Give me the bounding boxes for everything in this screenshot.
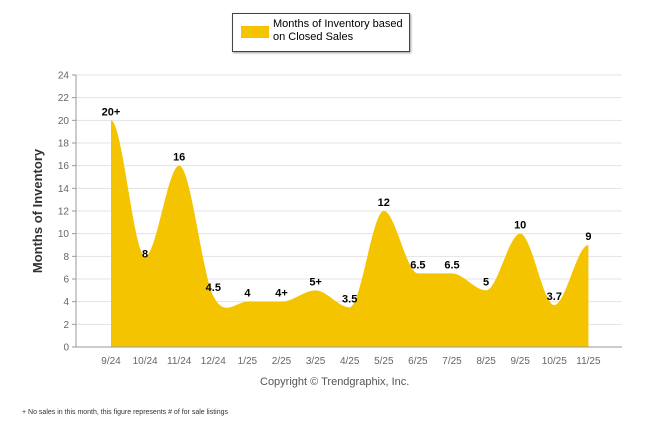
- data-label: 9: [585, 231, 591, 243]
- x-tick-label: 10/25: [542, 356, 567, 367]
- y-tick-label: 18: [58, 139, 70, 150]
- x-axis-ticks: 9/24 10/24 11/24 12/24 1/25 2/25 3/25 4/25 5/25 6…: [76, 346, 622, 367]
- x-tick-label: 4/25: [340, 356, 360, 367]
- x-tick-label: 9/24: [101, 356, 121, 367]
- data-label: 8: [142, 248, 148, 260]
- data-label: 3.5: [342, 293, 357, 305]
- data-label: 10: [514, 220, 526, 232]
- legend-label: Months of Inventory based on Closed Sale…: [273, 18, 403, 43]
- data-label: 4: [244, 288, 251, 300]
- x-tick-label: 6/25: [408, 356, 428, 367]
- y-tick-label: 14: [58, 184, 70, 195]
- x-tick-label: 11/24: [167, 356, 192, 367]
- area-fill: [111, 120, 589, 347]
- y-tick-label: 6: [63, 275, 69, 286]
- x-tick-label: 11/25: [576, 356, 601, 367]
- x-tick-label: 9/25: [510, 356, 530, 367]
- x-tick-label: 7/25: [442, 356, 462, 367]
- data-label: 6.5: [444, 259, 459, 271]
- legend: Months of Inventory based on Closed Sale…: [232, 13, 410, 52]
- copyright: Copyright © Trendgraphix, Inc.: [260, 376, 410, 388]
- area-series: [111, 120, 589, 347]
- x-tick-label: 3/25: [306, 356, 326, 367]
- x-tick-label: 12/24: [201, 356, 226, 367]
- data-label: 5: [483, 276, 489, 288]
- y-tick-label: 16: [58, 161, 70, 172]
- y-tick-label: 0: [63, 343, 69, 354]
- x-tick-label: 10/24: [133, 356, 158, 367]
- y-tick-label: 24: [58, 71, 70, 82]
- x-tick-label: 8/25: [476, 356, 496, 367]
- data-label: 20+: [102, 106, 121, 118]
- data-label: 4.5: [206, 282, 221, 294]
- data-label: 3.7: [547, 291, 562, 303]
- y-tick-label: 8: [63, 252, 69, 263]
- y-tick-label: 2: [63, 320, 69, 331]
- data-label: 4+: [275, 288, 288, 300]
- x-tick-label: 2/25: [272, 356, 292, 367]
- x-tick-label: 1/25: [238, 356, 258, 367]
- y-tick-label: 22: [58, 93, 70, 104]
- data-label: 6.5: [410, 259, 425, 271]
- y-tick-label: 20: [58, 116, 70, 127]
- data-labels: 20+ 8 16 4.5 4 4+ 5+ 3.5 12 6.5 6.5 5 10 3.7 9: [102, 106, 592, 305]
- data-label: 16: [173, 152, 185, 164]
- legend-swatch: [241, 26, 269, 38]
- y-tick-label: 10: [58, 229, 70, 240]
- y-axis-label: Months of Inventory: [30, 148, 45, 273]
- footnote: + No sales in this month, this figure re…: [22, 409, 229, 416]
- y-tick-label: 4: [63, 297, 69, 308]
- data-label: 12: [378, 197, 390, 209]
- x-tick-label: 5/25: [374, 356, 394, 367]
- data-label: 5+: [309, 276, 322, 288]
- y-tick-label: 12: [58, 207, 70, 218]
